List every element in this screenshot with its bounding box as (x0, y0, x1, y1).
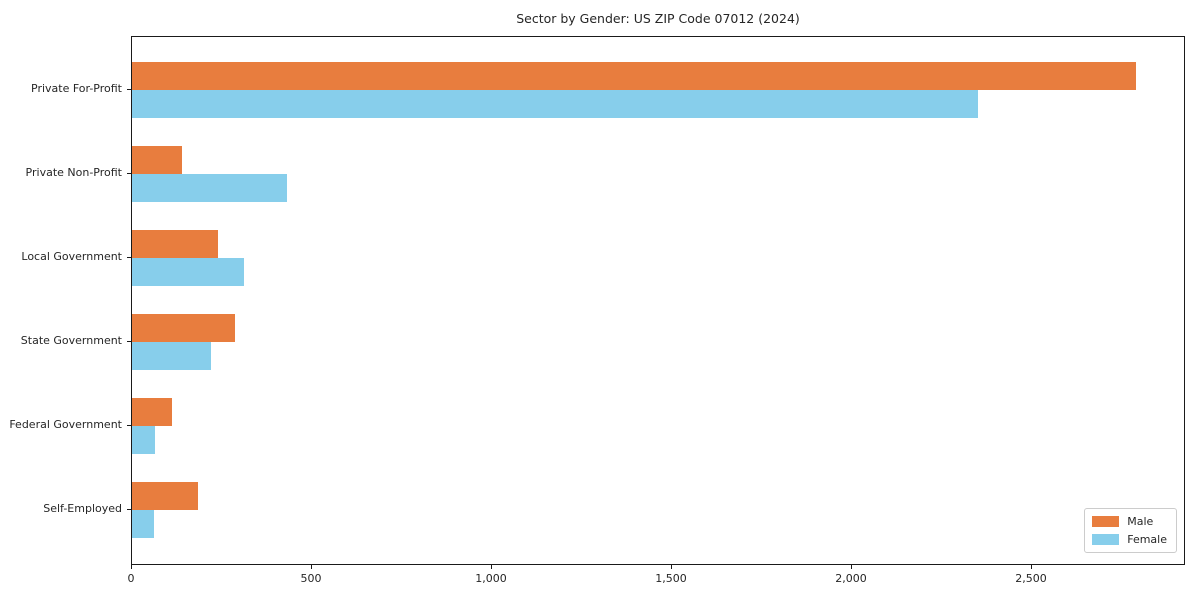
ytick-mark (127, 173, 131, 174)
legend-label-male: Male (1127, 515, 1154, 528)
xtick-mark (131, 565, 132, 569)
legend-item-female: Female (1092, 533, 1167, 546)
xtick-mark (851, 565, 852, 569)
ytick-label-state-government: State Government (20, 334, 122, 347)
bar-female-local-government (132, 258, 244, 286)
bar-male-local-government (132, 230, 218, 258)
bar-female-federal-government (132, 426, 155, 454)
xtick-label-1-500: 1,500 (655, 572, 687, 585)
ytick-label-private-non-profit: Private Non-Profit (25, 166, 122, 179)
xtick-mark (311, 565, 312, 569)
legend-label-female: Female (1127, 533, 1167, 546)
legend-item-male: Male (1092, 515, 1167, 528)
bar-male-state-government (132, 314, 235, 342)
ytick-label-self-employed: Self-Employed (43, 502, 122, 515)
bar-male-private-for-profit (132, 62, 1136, 90)
bar-female-private-for-profit (132, 90, 978, 118)
ytick-label-private-for-profit: Private For-Profit (31, 82, 122, 95)
plot-area: Male Female (131, 36, 1185, 565)
bar-male-federal-government (132, 398, 172, 426)
bar-male-self-employed (132, 482, 198, 510)
ytick-mark (127, 89, 131, 90)
ytick-mark (127, 509, 131, 510)
xtick-label-2-000: 2,000 (835, 572, 867, 585)
bar-female-private-non-profit (132, 174, 287, 202)
ytick-label-local-government: Local Government (21, 250, 122, 263)
xtick-label-1-000: 1,000 (475, 572, 507, 585)
xtick-label-0: 0 (127, 572, 135, 585)
chart-title: Sector by Gender: US ZIP Code 07012 (202… (516, 11, 800, 26)
ytick-mark (127, 257, 131, 258)
legend-swatch-male (1092, 516, 1120, 527)
xtick-mark (671, 565, 672, 569)
xtick-mark (1031, 565, 1032, 569)
ytick-mark (127, 425, 131, 426)
ytick-mark (127, 341, 131, 342)
bar-female-self-employed (132, 510, 154, 538)
legend-swatch-female (1092, 534, 1120, 545)
xtick-label-2-500: 2,500 (1015, 572, 1047, 585)
bar-male-private-non-profit (132, 146, 182, 174)
ytick-label-federal-government: Federal Government (9, 418, 122, 431)
xtick-label-500: 500 (300, 572, 322, 585)
xtick-mark (491, 565, 492, 569)
bar-female-state-government (132, 342, 211, 370)
legend: Male Female (1084, 508, 1177, 553)
